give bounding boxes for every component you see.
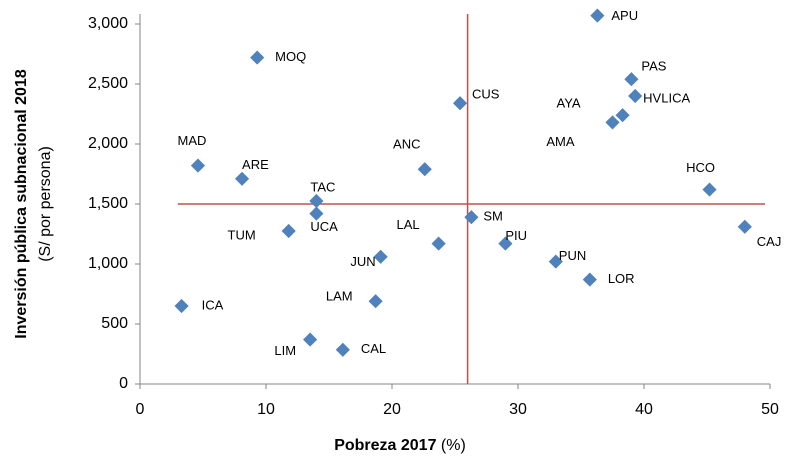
point — [615, 108, 630, 123]
point — [452, 96, 468, 111]
point-label: CAJ — [757, 234, 782, 249]
point — [624, 72, 639, 87]
y-tick-label: 3,000 — [88, 15, 128, 32]
point-label: ARE — [242, 157, 269, 172]
point — [582, 272, 597, 287]
point-label: PUN — [559, 248, 586, 263]
point-label: MOQ — [275, 49, 306, 64]
point — [281, 223, 296, 239]
point — [373, 249, 388, 264]
point — [702, 182, 717, 197]
x-tick-label: 40 — [635, 401, 653, 418]
point — [174, 298, 189, 314]
y-tick-label: 2,000 — [88, 135, 128, 152]
point — [303, 332, 318, 347]
y-axis-title: Inversión pública subnacional 2018 — [13, 69, 30, 339]
y-tick-label: 0 — [119, 375, 128, 392]
y-tick-label: 500 — [101, 315, 128, 332]
point — [737, 219, 752, 234]
y-tick-label: 1,500 — [88, 195, 128, 212]
point-label: SM — [483, 209, 503, 224]
point — [368, 294, 383, 309]
point — [309, 193, 324, 209]
point — [590, 8, 605, 23]
point-label: ANC — [393, 137, 420, 152]
y-axis-subtitle: (S/ por persona) — [37, 146, 54, 262]
point-label: CUS — [472, 87, 500, 102]
point — [234, 171, 250, 186]
point-label: TUM — [228, 227, 256, 242]
y-tick-label: 2,500 — [88, 75, 128, 92]
x-tick-label: 0 — [136, 401, 145, 418]
point — [464, 210, 479, 225]
point-label: AMA — [546, 134, 575, 149]
point-label: CAL — [361, 341, 386, 356]
point — [548, 254, 563, 269]
y-tick-label: 1,000 — [88, 255, 128, 272]
x-title-bold: Pobreza 2017 — [334, 437, 436, 454]
point-label: PAS — [641, 59, 666, 74]
point-label: HCO — [686, 160, 715, 175]
x-tick-label: 20 — [383, 401, 401, 418]
point-label: MAD — [178, 133, 207, 148]
point-label: ICA — [202, 297, 224, 312]
point — [309, 206, 324, 221]
point-label: PIU — [505, 228, 527, 243]
point — [431, 236, 446, 251]
x-title-unit: (%) — [441, 437, 466, 454]
point — [417, 162, 432, 177]
point-label: LIM — [274, 343, 296, 358]
point-label: TAC — [310, 179, 335, 194]
point — [190, 158, 206, 173]
point-label: AYA — [556, 96, 580, 111]
point-label: UCA — [310, 219, 338, 234]
point — [335, 342, 350, 357]
x-tick-label: 50 — [761, 401, 779, 418]
point — [605, 115, 620, 130]
point-label: LAL — [396, 217, 419, 232]
point — [628, 88, 643, 104]
x-tick-label: 30 — [509, 401, 527, 418]
point-label: LAM — [326, 289, 353, 304]
point — [498, 236, 513, 251]
point-label: JUN — [350, 254, 375, 269]
point-label: LOR — [608, 271, 635, 286]
point-label: HVLICA — [643, 90, 690, 105]
x-axis-title: Pobreza 2017 (%) — [334, 437, 466, 454]
x-tick-label: 10 — [257, 401, 275, 418]
point — [250, 50, 265, 65]
point-label: APU — [611, 8, 638, 23]
